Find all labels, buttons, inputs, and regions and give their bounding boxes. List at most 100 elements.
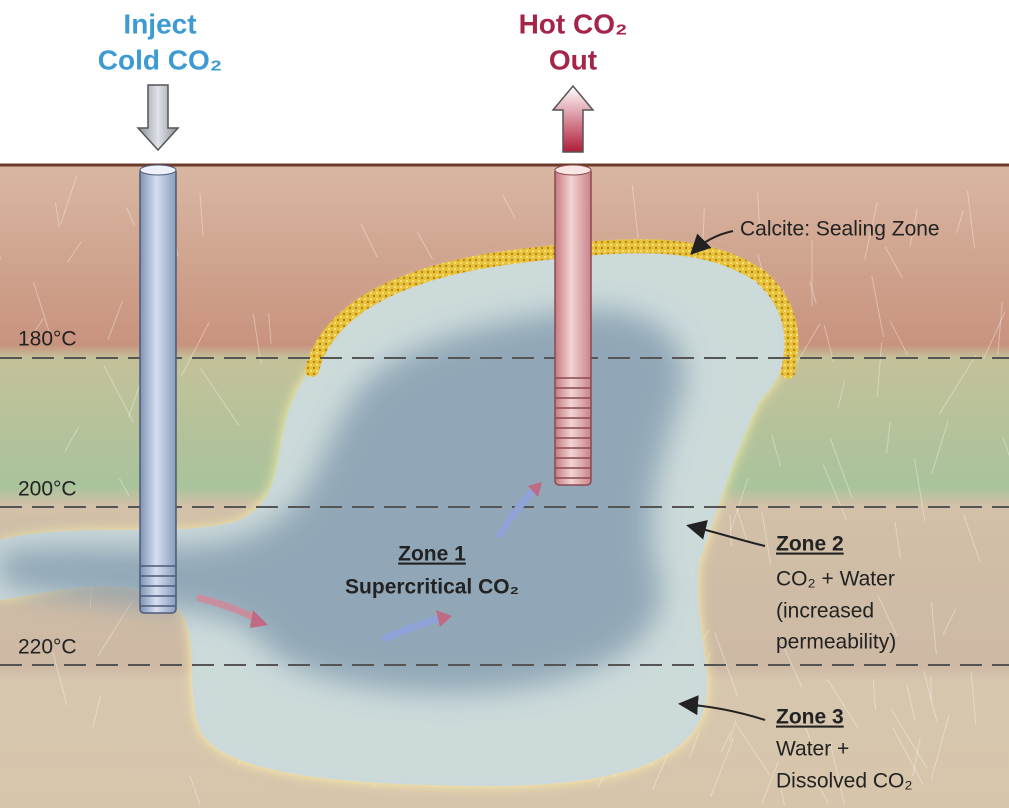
fracture [983, 311, 1006, 359]
fracture [720, 731, 732, 752]
flow-arrowhead [528, 482, 542, 497]
fracture [784, 648, 803, 687]
flow-arrowhead [250, 610, 268, 628]
fracture [103, 365, 134, 422]
fracture [909, 208, 918, 247]
fracture [729, 513, 732, 546]
zone-text: Dissolved CO₂ [776, 770, 913, 793]
pointer [686, 520, 766, 547]
fracture [92, 695, 101, 729]
temperature-label: 200°C [18, 478, 77, 501]
flow-arrowheads [250, 482, 542, 628]
fracture [52, 651, 68, 706]
pointer [690, 230, 734, 255]
fracture [894, 521, 901, 559]
fracture [97, 601, 133, 657]
fracture [631, 184, 640, 246]
fracture [963, 514, 981, 562]
fracture [884, 246, 903, 279]
fracture [118, 478, 130, 497]
fracture [931, 420, 949, 475]
fracture [54, 202, 60, 227]
flow-arrowhead [436, 610, 452, 627]
injection-well-top [139, 164, 177, 176]
fracture [823, 324, 835, 363]
fracture [826, 678, 859, 729]
zone-text: (increased [776, 600, 874, 623]
out-label: Hot CO₂ [519, 8, 628, 39]
fracture [1002, 436, 1009, 457]
zone-text: CO₂ + Water [776, 568, 895, 591]
fracture [890, 708, 928, 769]
calcite-band [305, 239, 799, 379]
out-arrow [551, 84, 595, 153]
fracture [956, 209, 964, 234]
fracture [714, 632, 739, 697]
fracture [710, 737, 735, 797]
inject-label: Inject [123, 8, 196, 39]
zone-title: Zone 2 [776, 533, 844, 556]
fracture [829, 438, 853, 499]
fracture [761, 511, 772, 566]
fracture [60, 175, 78, 225]
fracture [938, 354, 977, 415]
calcite-label: Calcite: Sealing Zone [740, 218, 940, 241]
fracture [923, 670, 938, 722]
fracture [872, 679, 877, 710]
fracture [777, 771, 785, 806]
out-label: Out [549, 44, 597, 75]
fracture [771, 435, 781, 467]
fracture [814, 778, 829, 804]
fracture [889, 320, 909, 356]
production-well-top [554, 164, 592, 176]
fracture [189, 775, 201, 806]
pointers [678, 230, 766, 721]
fracture [26, 318, 44, 345]
zone-title: Zone 1 [398, 543, 466, 566]
fracture [735, 723, 771, 776]
fracture [930, 601, 937, 654]
fracture [268, 313, 272, 344]
fracture [942, 608, 957, 635]
fracture [997, 302, 1003, 355]
fracture [360, 223, 378, 258]
inject-arrow [136, 84, 180, 152]
fracture [652, 747, 671, 791]
fracture [914, 458, 926, 522]
fracture [822, 464, 847, 520]
zone-text: permeability) [776, 631, 896, 654]
zone-text: Water + [776, 738, 849, 761]
inject-label: Cold CO₂ [98, 44, 222, 75]
zone-title: Zone 3 [776, 706, 844, 729]
fracture [970, 671, 977, 725]
fracture [67, 241, 82, 263]
fracture [64, 426, 79, 452]
fracture [912, 738, 921, 777]
zone-text: Supercritical CO₂ [345, 576, 519, 599]
injection-well [139, 167, 177, 614]
fracture [757, 191, 760, 227]
fracture [252, 313, 262, 364]
production-perforations [555, 377, 591, 479]
fracture [761, 761, 779, 803]
fracture [864, 202, 878, 260]
fracture [107, 300, 124, 341]
fracture [829, 742, 845, 806]
pointer [678, 695, 766, 721]
fracture [930, 714, 950, 780]
fracture [181, 322, 210, 377]
fracture [416, 231, 434, 260]
fracture [871, 275, 885, 338]
fracture [801, 718, 812, 743]
fracture [967, 190, 976, 249]
fracture [688, 731, 700, 759]
fracture [730, 478, 749, 531]
flow-arrow [496, 486, 539, 539]
fracture [876, 342, 883, 397]
fracture [886, 421, 891, 454]
fracture [729, 719, 737, 742]
temperature-label: 220°C [18, 636, 77, 659]
fracture [837, 380, 846, 408]
fracture [199, 367, 240, 426]
